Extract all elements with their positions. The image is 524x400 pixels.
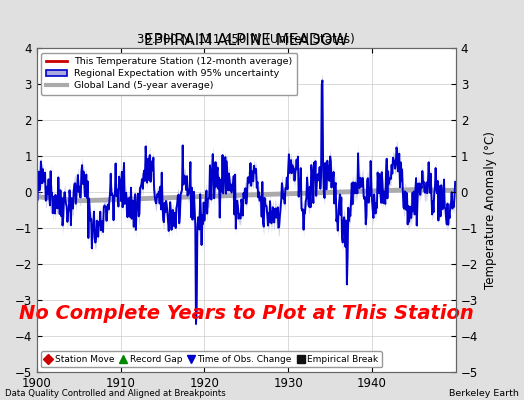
Y-axis label: Temperature Anomaly (°C): Temperature Anomaly (°C) (484, 131, 497, 289)
Text: 39.300 N, 111.450 W (United States): 39.300 N, 111.450 W (United States) (137, 33, 355, 46)
Title: EPHRAIM ALPINE MEADOW: EPHRAIM ALPINE MEADOW (145, 33, 348, 48)
Legend: Station Move, Record Gap, Time of Obs. Change, Empirical Break: Station Move, Record Gap, Time of Obs. C… (41, 351, 382, 368)
Text: No Complete Years to Plot at This Station: No Complete Years to Plot at This Statio… (19, 304, 474, 323)
Text: Data Quality Controlled and Aligned at Breakpoints: Data Quality Controlled and Aligned at B… (5, 389, 226, 398)
Text: Berkeley Earth: Berkeley Earth (449, 389, 519, 398)
